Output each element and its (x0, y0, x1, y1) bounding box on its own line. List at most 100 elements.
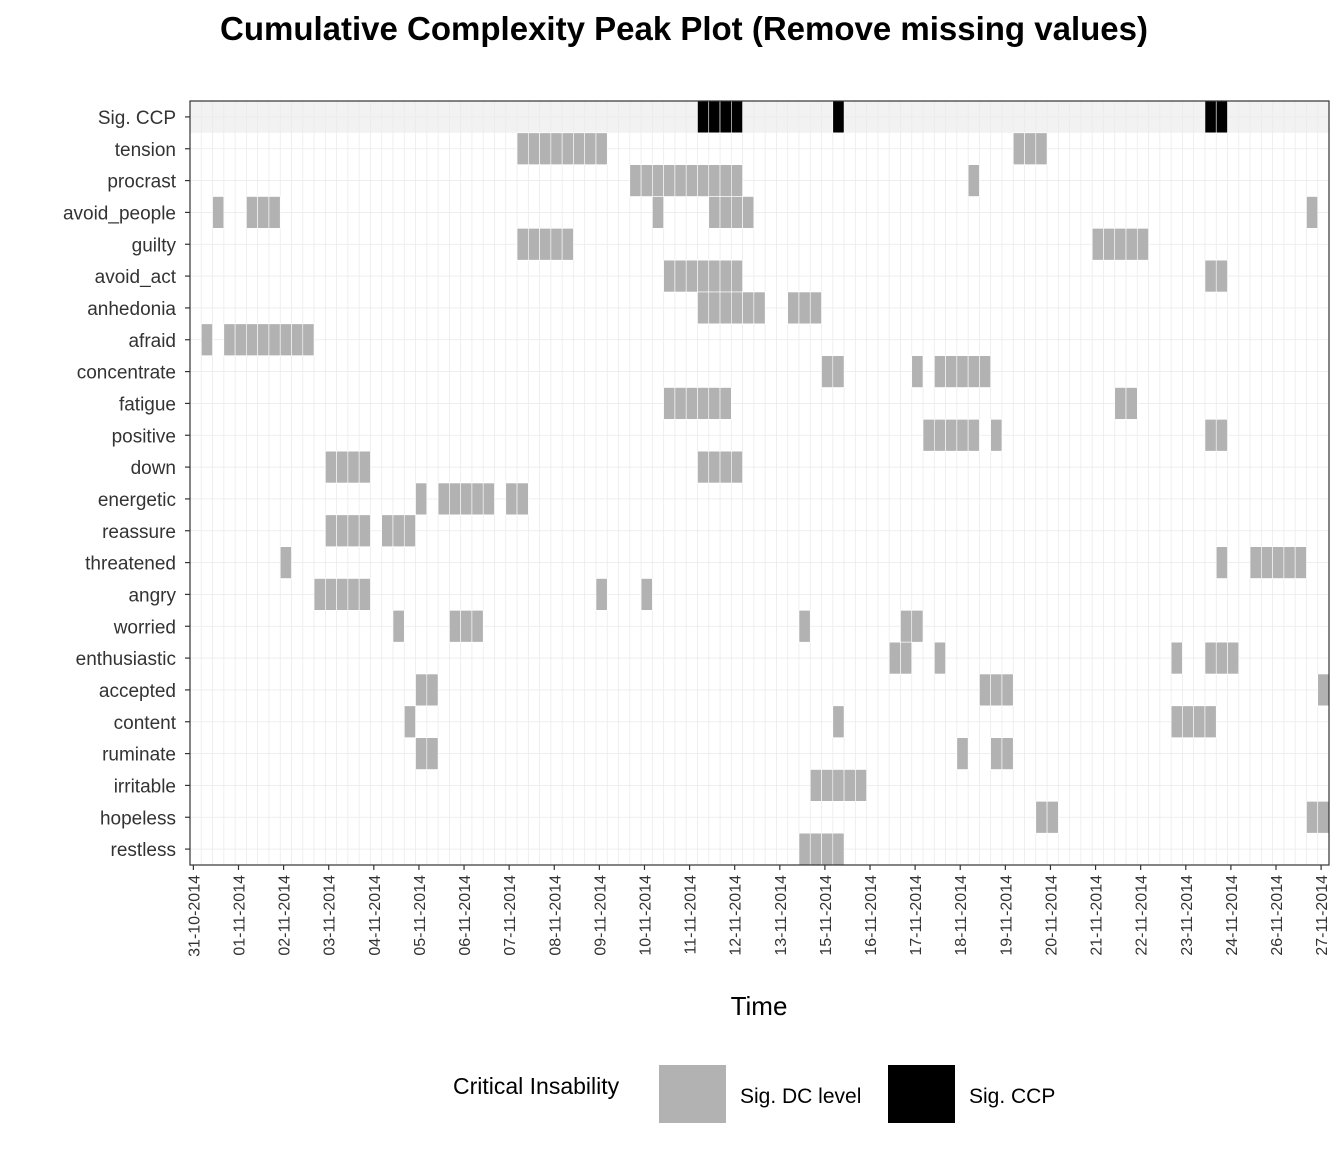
cell-sig-dc (956, 355, 969, 388)
cell-sig-dc (832, 832, 845, 866)
cell-sig-dc (933, 355, 946, 388)
cell-sig-dc (212, 196, 225, 229)
x-tick-label: 27-11-2014 (1314, 875, 1331, 956)
cell-sig-dc (291, 323, 304, 356)
y-tick-label: concentrate (77, 363, 176, 384)
cell-sig-dc (956, 419, 969, 452)
x-tick-label: 16-11-2014 (863, 875, 880, 956)
cell-sig-dc (1261, 546, 1273, 579)
cell-sig-dc (595, 132, 608, 165)
cell-sig-dc (731, 164, 743, 197)
cell-sig-dc (347, 578, 360, 611)
x-tick-label: 13-11-2014 (773, 875, 790, 956)
cell-sig-dc (1306, 196, 1319, 229)
cell-sig-dc (1170, 705, 1183, 738)
cell-sig-dc (1294, 546, 1307, 579)
cell-sig-dc (821, 769, 834, 802)
cell-sig-dc (325, 514, 337, 547)
y-tick-label: angry (128, 585, 176, 606)
cell-sig-dc (1215, 419, 1228, 452)
cell-sig-dc (528, 132, 540, 165)
cell-sig-dc (742, 196, 755, 229)
y-tick-label: restless (111, 840, 176, 861)
cell-sig-dc (1215, 259, 1228, 293)
x-tick-label: 24-11-2014 (1224, 875, 1241, 956)
x-tick-label: 12-11-2014 (728, 875, 745, 956)
cell-sig-dc (674, 387, 687, 420)
cell-sig-dc (482, 482, 495, 516)
cell-sig-dc (708, 387, 721, 420)
cell-sig-dc (449, 610, 461, 643)
cell-sig-dc (945, 355, 958, 388)
y-axis: Sig. CCP tension procrast avoid_peopleguilt… (63, 108, 190, 861)
cell-sig-dc (516, 228, 529, 261)
cell-sig-dc (471, 610, 484, 643)
cell-sig-dc (1204, 259, 1217, 293)
cell-sig-dc (505, 482, 518, 516)
cell-sig-dc (832, 355, 845, 388)
x-axis-title: Time (731, 991, 788, 1021)
cell-sig-dc (731, 196, 743, 229)
y-tick-label: anhedonia (87, 299, 176, 320)
cell-sig-dc (437, 482, 450, 516)
cell-sig-dc (719, 164, 732, 197)
cell-sig-dc (719, 196, 732, 229)
cell-sig-dc (471, 482, 484, 516)
cell-sig-dc (561, 132, 574, 165)
cell-sig-dc (832, 705, 845, 738)
cell-sig-dc (268, 196, 281, 229)
cell-sig-dc (731, 450, 743, 484)
cell-sig-dc (708, 196, 721, 229)
cell-sig-dc (347, 514, 360, 547)
y-tick-label: hopeless (100, 808, 176, 829)
cell-sig-dc (990, 737, 1003, 770)
cell-sig-dc (1012, 132, 1025, 165)
y-tick-label: ruminate (102, 745, 176, 766)
cell-sig-dc (945, 419, 958, 452)
cell-sig-dc (1317, 673, 1330, 707)
cell-sig-dc (922, 419, 935, 452)
cell-sig-dc (1193, 705, 1206, 738)
cell-sig-dc (415, 482, 428, 516)
cell-sig-dc (933, 419, 946, 452)
cell-sig-dc (742, 291, 755, 325)
cell-sig-ccp (1215, 100, 1228, 134)
cell-sig-dc (933, 641, 946, 675)
cell-sig-dc (821, 355, 834, 388)
cell-sig-dc (1136, 228, 1149, 261)
cell-sig-dc (1035, 132, 1048, 165)
cell-sig-dc (1114, 387, 1127, 420)
cell-sig-dc (223, 323, 236, 356)
plot-panel (189, 100, 1330, 866)
legend-title: Critical Insability (453, 1073, 620, 1099)
cell-sig-dc (246, 196, 258, 229)
cell-sig-dc (595, 578, 608, 611)
cell-sig-dc (246, 323, 258, 356)
cell-sig-dc (325, 578, 337, 611)
cell-sig-dc (257, 323, 270, 356)
cell-sig-dc (1001, 673, 1014, 707)
cell-sig-dc (674, 259, 687, 293)
y-tick-label: down (131, 458, 176, 479)
cell-sig-dc (1035, 801, 1048, 834)
cell-sig-dc (821, 832, 834, 866)
y-tick-label: guilty (132, 235, 177, 256)
cell-sig-dc (336, 578, 349, 611)
cell-sig-dc (539, 228, 552, 261)
y-tick-label: procrast (107, 172, 176, 193)
cell-sig-dc (731, 291, 743, 325)
x-tick-label: 01-11-2014 (231, 875, 248, 956)
x-tick-label: 09-11-2014 (592, 875, 609, 956)
cell-sig-dc (911, 610, 924, 643)
y-tick-label: content (114, 713, 177, 734)
y-tick-label: reassure (102, 522, 176, 543)
cell-sig-ccp (1204, 100, 1217, 134)
cell-sig-dc (1024, 132, 1037, 165)
cell-sig-dc (629, 164, 642, 197)
cell-sig-dc (1103, 228, 1116, 261)
cell-sig-dc (358, 578, 371, 611)
y-tick-label: enthusiastic (76, 649, 176, 670)
heatmap-cells (200, 100, 1330, 866)
cell-sig-ccp (731, 100, 743, 134)
